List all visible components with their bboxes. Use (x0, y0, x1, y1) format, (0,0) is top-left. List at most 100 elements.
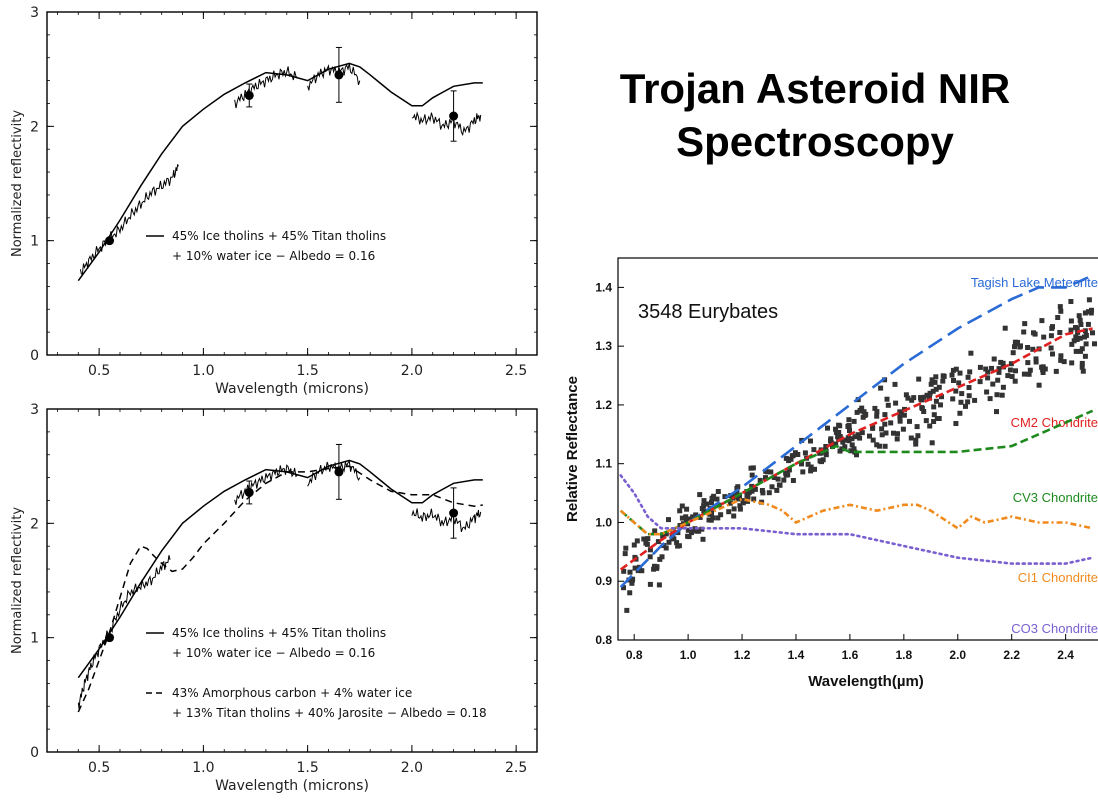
scatter-point (802, 450, 808, 456)
scatter-point (874, 413, 880, 419)
scatter-point (846, 423, 852, 428)
x-tick-label: 1.0 (192, 363, 214, 379)
scatter-point (837, 434, 843, 440)
scatter-point (1079, 364, 1085, 370)
bottom-spectrum-plot: 0.5 1.0 1.5 2.0 2.5 0 1 2 3 Wavelength (microns) N… (10, 402, 538, 794)
scatter-point (931, 419, 937, 424)
scatter-point (914, 424, 920, 430)
scatter-point (820, 457, 826, 463)
scatter-point (745, 494, 751, 500)
scatter-point (933, 386, 939, 392)
scatter-point (745, 498, 750, 504)
series-line (619, 497, 1093, 536)
x-tick-label: 0.8 (626, 648, 643, 662)
scatter-point (751, 496, 757, 502)
scatter-point (817, 458, 823, 464)
scatter-point (714, 496, 720, 502)
scatter-point (953, 388, 959, 394)
scatter-point (689, 530, 694, 536)
scatter-point (691, 515, 697, 521)
scatter-point (685, 527, 691, 533)
scatter-point (929, 440, 935, 446)
scatter-point (728, 493, 734, 498)
data-point (449, 508, 459, 518)
scatter-point (700, 536, 706, 542)
eurybates-plot: 0.8 1.0 1.2 1.4 1.6 1.8 2.0 2.2 2.4 0.8 0.9 1.0 1.1 1… (564, 257, 1098, 690)
scatter-point (1041, 334, 1047, 340)
scatter-point (635, 568, 641, 574)
scatter-point (915, 433, 921, 439)
scatter-point (1073, 348, 1079, 354)
scatter-point (927, 423, 933, 429)
scatter-point (645, 536, 651, 542)
scatter-point (916, 376, 922, 382)
scatter-point (931, 412, 937, 418)
scatter-point (1040, 364, 1046, 370)
x-tick-label: 1.4 (788, 648, 805, 662)
legend-label: + 10% water ice − Albedo = 0.16 (172, 646, 375, 660)
scatter-point (709, 510, 714, 516)
scatter-point (711, 493, 717, 499)
scatter-point (845, 435, 851, 441)
x-tick-label: 2.0 (401, 363, 423, 379)
scatter-point (994, 392, 1000, 398)
scatter-point (884, 396, 890, 402)
scatter-point (677, 523, 683, 529)
scatter-point (675, 530, 681, 536)
scatter-point (818, 450, 824, 456)
scatter-point (1017, 344, 1023, 350)
scatter-point (775, 476, 781, 482)
scatter-point (654, 565, 660, 571)
legend-label: + 10% water ice − Albedo = 0.16 (172, 249, 375, 263)
scatter-point (683, 514, 689, 520)
legend-label: 45% Ice tholins + 45% Titan tholins (172, 229, 386, 243)
scatter-point (996, 369, 1002, 375)
scatter-point (1033, 356, 1039, 362)
scatter-point (710, 515, 716, 521)
scatter-point (1074, 337, 1080, 342)
scatter-point (769, 484, 775, 490)
spectrum-line (77, 555, 171, 710)
scatter-point (659, 554, 665, 560)
scatter-point (630, 577, 635, 583)
scatter-point (909, 397, 915, 403)
scatter-point (929, 377, 935, 383)
y-tick-label: 2 (30, 516, 39, 532)
scatter-point (674, 540, 680, 546)
scatter-point (933, 398, 939, 404)
y-tick-label: 2 (30, 119, 39, 135)
scatter-point (837, 448, 843, 454)
scatter-point (823, 452, 829, 458)
scatter-point (874, 409, 880, 415)
scatter-point (938, 402, 943, 408)
scatter-point (1090, 330, 1095, 336)
data-point (449, 111, 459, 121)
scatter-point (680, 521, 686, 527)
y-tick-label: 1.1 (595, 457, 612, 471)
scatter-point (1079, 346, 1085, 352)
scatter-point (852, 449, 858, 455)
scatter-point (987, 396, 993, 402)
scatter-point (859, 430, 865, 436)
x-tick-label: 1.5 (297, 363, 319, 379)
series-line (619, 327, 1093, 571)
data-point (244, 487, 254, 497)
scatter-point (907, 418, 912, 424)
data-point (334, 467, 344, 477)
scatter-point (1077, 335, 1083, 341)
scatter-point (1012, 339, 1018, 345)
scatter-point (1061, 359, 1067, 365)
scatter-point (805, 461, 811, 467)
scatter-point (1033, 359, 1039, 365)
y-axis-label: Normalized reflectivity (10, 110, 25, 257)
spectrum-line (307, 459, 361, 487)
scatter-point (641, 536, 647, 542)
data-point (244, 90, 254, 100)
scatter-point (966, 385, 972, 390)
scatter-point (632, 565, 638, 571)
scatter-point (1040, 370, 1046, 375)
x-tick-label: 0.5 (88, 760, 110, 776)
scatter-point (760, 490, 766, 496)
scatter-point (895, 431, 900, 437)
scatter-point (879, 432, 885, 438)
